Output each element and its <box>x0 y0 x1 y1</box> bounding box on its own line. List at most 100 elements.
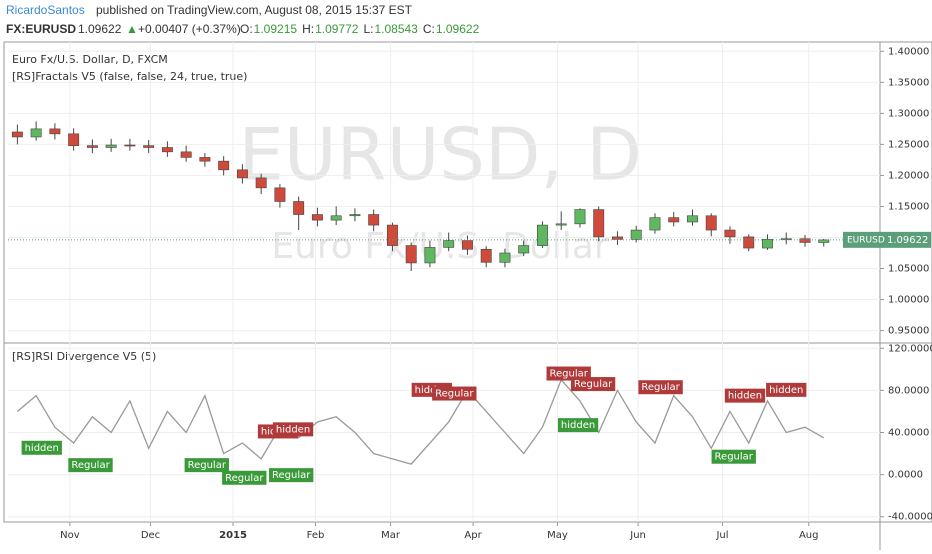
x-tick-label: 2015 <box>219 530 247 541</box>
x-tick-label: Jul <box>715 530 728 541</box>
ohlc-key: L: <box>363 22 373 36</box>
candle-body <box>330 215 342 221</box>
divergence-label-box <box>546 366 591 381</box>
divergence-label-box <box>557 418 599 433</box>
ohlc-value: 1.09215 <box>254 22 298 36</box>
candle-body <box>349 214 361 217</box>
last-price-value: 1.09622 <box>887 235 928 246</box>
divergence-label: Regular <box>272 470 311 481</box>
candle-body <box>274 187 286 202</box>
divergence-label-box <box>222 470 267 485</box>
divergence-label: Regular <box>641 382 680 393</box>
y-tick-label: 1.25000 <box>888 139 929 150</box>
candle-body <box>49 128 61 135</box>
x-tick-label: Apr <box>464 530 482 541</box>
last-price-box <box>843 231 931 248</box>
candle-body <box>555 223 567 226</box>
y-tick-label: 1.30000 <box>888 108 929 119</box>
y-tick-label: 0.95000 <box>888 326 929 337</box>
candle-body <box>743 236 755 249</box>
divergence-label-box <box>570 377 616 392</box>
divergence-label: hidden <box>25 443 59 454</box>
divergence-label: Regular <box>71 460 110 471</box>
divergence-label: Regular <box>225 473 264 484</box>
candle-body <box>68 133 80 146</box>
watermark-sub: Euro Fx/U.S. Dollar <box>271 226 609 267</box>
arrow: ▲ <box>126 22 138 36</box>
x-tick-label: Aug <box>799 530 819 541</box>
y-tick-label: 1.35000 <box>888 77 929 88</box>
candle-body <box>762 239 773 249</box>
candle-body <box>255 177 267 189</box>
x-tick-label: Mar <box>381 530 401 541</box>
ohlc-key: O: <box>240 22 253 36</box>
candle-body <box>499 252 511 263</box>
divergence-label-box <box>724 388 766 403</box>
ohlc-key: H: <box>302 22 314 36</box>
x-tick-label: Jun <box>629 530 646 541</box>
divergence-label-box <box>766 382 807 397</box>
divergence-label-box <box>68 458 113 473</box>
y-tick-label: 1.40000 <box>888 46 929 57</box>
y-tick-label: 40.0000 <box>888 428 929 439</box>
candle-body <box>480 248 492 263</box>
symbol: FX:EURUSD <box>6 22 76 36</box>
watermark: EURUSD, D <box>238 113 641 197</box>
y-tick-label: 1.05000 <box>888 264 929 275</box>
published: published on TradingView.com, August 08,… <box>96 3 413 17</box>
candle-body <box>218 160 230 171</box>
candle-body <box>574 209 586 225</box>
rsi-title: [RS]RSI Divergence V5 (5) <box>12 350 156 363</box>
candle-body <box>236 169 248 179</box>
candle-body <box>536 224 548 246</box>
divergence-label: hidden <box>276 424 310 435</box>
candle-body <box>143 145 155 148</box>
divergence-label-box <box>21 440 62 455</box>
author[interactable]: RicardoSantos <box>6 3 85 17</box>
divergence-label: Regular <box>715 452 754 463</box>
y-tick-label: 120.0000 <box>888 343 932 354</box>
candle-body <box>818 239 830 243</box>
ohlc-value: 1.09622 <box>436 22 480 36</box>
y-tick-label: -40.0000 <box>888 512 932 523</box>
last-price-name: EURUSD <box>847 235 885 245</box>
candle-body <box>180 151 192 158</box>
candle-body <box>11 131 23 138</box>
candle-body <box>668 217 680 223</box>
divergence-label: hidden <box>728 391 762 402</box>
y-tick-label: 0.0000 <box>888 470 923 481</box>
divergence-label-box <box>272 422 314 437</box>
candle-body <box>86 145 98 148</box>
candle-body <box>630 229 642 240</box>
ohlc-key: C: <box>423 22 435 36</box>
divergence-label-box <box>432 386 477 401</box>
x-tick-label: Nov <box>60 530 80 541</box>
divergence-label: Regular <box>574 379 613 390</box>
divergence-label-box <box>184 458 229 473</box>
divergence-label: Regular <box>435 389 474 400</box>
candle-body <box>199 157 211 162</box>
candle-body <box>424 247 436 264</box>
x-tick-label: Dec <box>141 530 160 541</box>
candle-body <box>461 240 473 250</box>
change: +0.00407 (+0.37%) <box>138 22 241 36</box>
x-tick-label: May <box>547 530 568 541</box>
candle-body <box>799 238 811 243</box>
candle-body <box>30 128 42 138</box>
ohlc-value: 1.09772 <box>315 22 359 36</box>
divergence-label: hidden <box>415 385 449 396</box>
y-tick-label: 80.0000 <box>888 385 929 396</box>
candle-body <box>687 215 698 223</box>
divergence-label-box <box>638 380 683 395</box>
divergence-label-box <box>268 468 314 483</box>
y-tick-label: 1.20000 <box>888 170 929 181</box>
divergence-label: Regular <box>550 369 589 380</box>
divergence-label: hidden <box>561 420 595 431</box>
candle-body <box>518 245 530 254</box>
rsi-line <box>16 378 825 465</box>
candle-body <box>612 236 623 240</box>
price: 1.09622 <box>78 22 122 36</box>
